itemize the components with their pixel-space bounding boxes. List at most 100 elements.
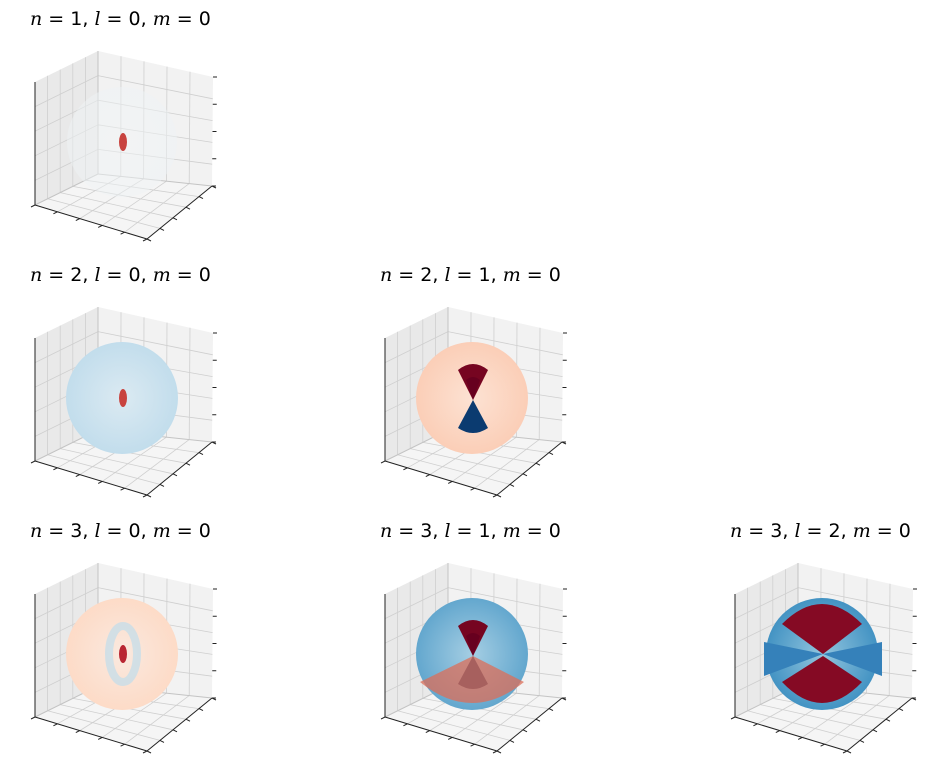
x-tick [492,494,498,498]
title-n-value: 2 [70,264,83,286]
y-tick [535,462,541,466]
grid-line [101,692,167,738]
grid-line [447,331,563,356]
x-tick [447,736,453,740]
grid-line [410,448,524,475]
grid-line [97,587,213,612]
subplot-title: n = 3, l = 2, m = 0 [730,520,911,542]
grid-line [824,695,890,745]
orbital-node-ring [105,622,141,686]
grid-line [101,180,167,226]
y-tick [159,227,165,231]
grid-line [34,75,99,107]
x-tick [30,204,36,208]
subplot-n2-l0-m0: n = 2, l = 0, m = 0 [30,264,230,514]
grid-line [47,198,161,229]
grid-line [47,454,161,485]
y-tick [185,206,191,210]
x-tick [447,480,453,484]
grid-line [397,710,511,741]
grid-line [447,587,563,612]
y-tick [522,473,528,477]
grid-line [34,587,99,619]
x-tick [380,716,386,720]
y-tick [496,750,502,754]
grid-line [797,587,913,612]
grid-line [34,331,99,363]
x-tick [730,716,736,720]
title-l-value: 0 [128,264,141,286]
title-l-value: 0 [128,520,141,542]
title-l-value: 0 [128,8,141,30]
x-tick [30,460,36,464]
axes-3d [30,51,217,242]
x-tick [75,474,81,478]
x-tick [403,467,408,471]
axes-3d [380,563,567,754]
title-m-value: 0 [198,264,211,286]
title-n-value: 3 [770,520,783,542]
y-axis-line [146,697,213,752]
grid-line [734,587,799,619]
grid-line [188,71,191,184]
y-axis-line [146,185,213,240]
y-tick [172,473,178,477]
subplot-n3-l0-m0: n = 3, l = 0, m = 0 [30,520,230,770]
grid-line [538,583,541,696]
subplot-n2-l1-m0: n = 2, l = 1, m = 0 [380,264,580,514]
subplot-n3-l2-m0: n = 3, l = 2, m = 0 [730,520,930,770]
title-m-value: 0 [548,520,561,542]
orbital-band-left [764,642,823,676]
x-tick [53,723,58,727]
grid-line [188,583,191,696]
axes-3d [30,563,217,754]
title-l-value: 2 [828,520,841,542]
grid-line [60,192,174,219]
y-axis-line [496,441,563,496]
title-l-value: 1 [478,520,491,542]
x-tick [470,487,475,491]
x-tick [53,467,58,471]
x-axis-line [384,716,498,752]
grid-line [397,454,511,485]
y-tick [548,708,554,712]
grid-line [538,327,541,440]
grid-line [747,710,861,741]
x-tick [120,487,125,491]
y-tick [146,494,152,498]
grid-line [888,583,891,696]
grid-line [101,436,167,482]
y-tick [146,750,152,754]
grid-line [124,439,190,489]
grid-line [801,692,867,738]
x-tick [775,730,781,734]
y-tick [872,729,878,733]
title-n-value: 3 [70,520,83,542]
x-tick [425,474,431,478]
x-tick [30,716,36,720]
grid-line [474,439,540,489]
title-m-value: 0 [548,264,561,286]
x-tick [820,743,825,747]
x-axis-line [34,204,148,240]
orbital-band-right [823,642,882,676]
x-tick [142,238,148,242]
x-tick [75,730,81,734]
grid-line [384,331,449,363]
x-tick [797,736,803,740]
x-tick [425,730,431,734]
x-tick [403,723,408,727]
y-tick [885,718,891,722]
orbital-cap-bottom [782,656,862,703]
grid-line [451,692,517,738]
grid-line [384,587,449,619]
orbital-lobe-positive-core [466,377,480,400]
grid-line [410,704,524,731]
grid-line [124,183,190,233]
x-tick [97,480,103,484]
title-n-value: 3 [420,520,433,542]
x-axis-line [34,716,148,752]
subplot-title: n = 2, l = 1, m = 0 [380,264,561,286]
y-tick [898,708,904,712]
x-tick [380,460,386,464]
